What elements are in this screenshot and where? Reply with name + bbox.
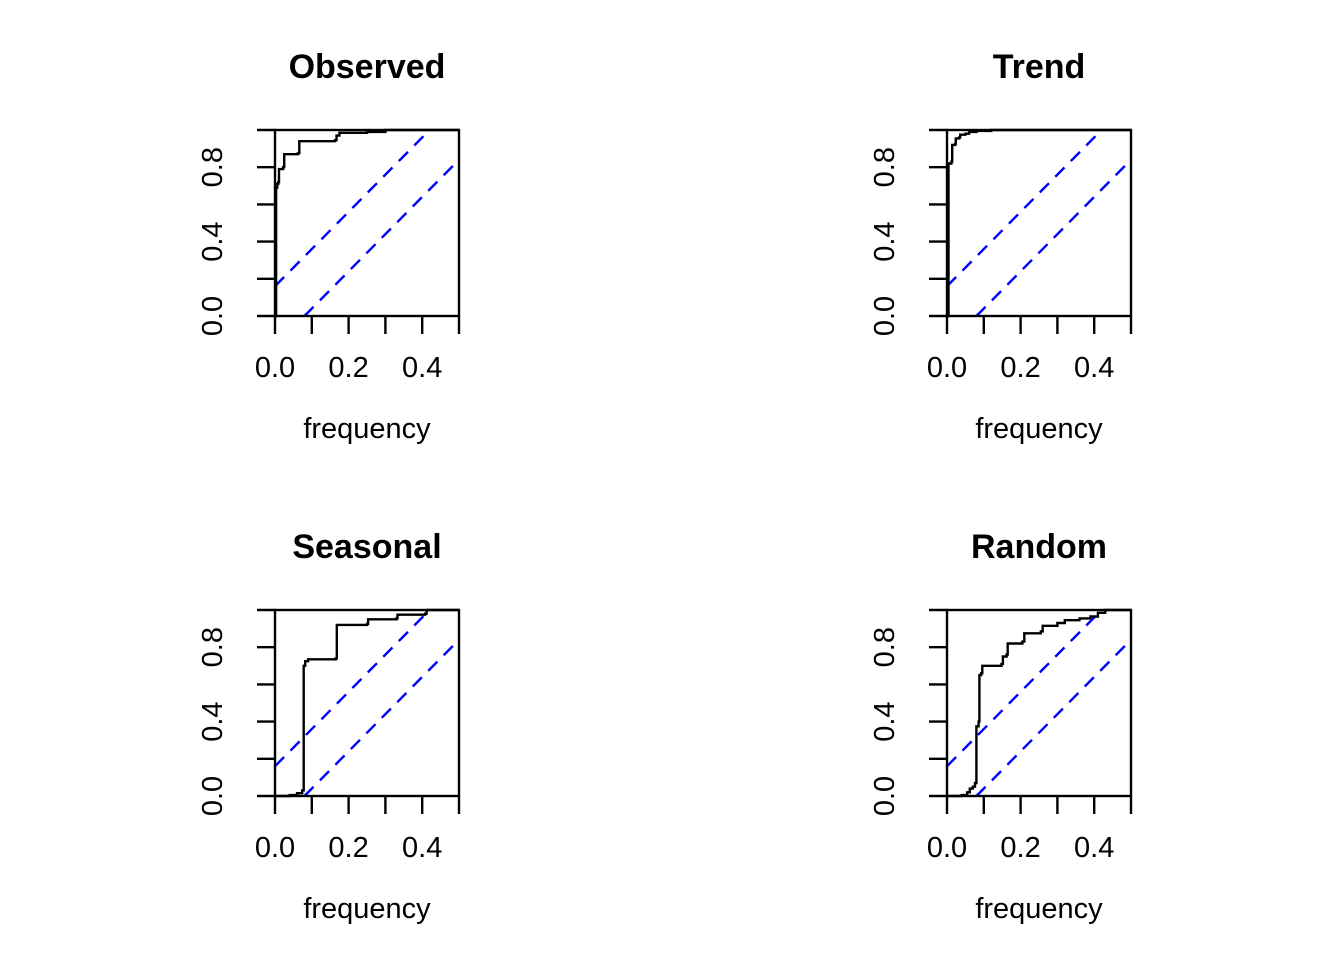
cpgram-seasonal-chart: 0.0 0.2 0.4 0.0 0.4 0.8 frequency Seasonal: [197, 528, 461, 925]
plot-box: [945, 608, 1133, 798]
y-tick-label: 0.4: [869, 221, 901, 261]
cumulative-periodogram-curve: [947, 608, 1131, 798]
x-tick-label: 0.4: [402, 352, 442, 384]
x-tick-label: 0.2: [328, 832, 368, 864]
x-tick-label: 0.0: [255, 352, 295, 384]
confidence-band-upper: [274, 609, 431, 768]
x-tick-label: 0.2: [1000, 352, 1040, 384]
y-tick-label: 0.8: [869, 627, 901, 667]
x-tick-label: 0.4: [1074, 352, 1114, 384]
y-tick-label: 0.0: [869, 296, 901, 336]
y-tick-label: 0.4: [197, 221, 229, 261]
cumulative-periodogram-curve: [275, 608, 459, 798]
y-tick-label: 0.8: [197, 627, 229, 667]
plot-box: [273, 608, 461, 798]
panel-trend: 0.0 0.2 0.4 0.0 0.4 0.8 frequency Trend: [672, 0, 1344, 480]
cumulative-periodogram-curve: [947, 128, 1131, 318]
x-tick-label: 0.0: [927, 832, 967, 864]
plot-title: Observed: [289, 48, 446, 86]
confidence-band-upper: [274, 129, 431, 288]
x-tick-label: 0.4: [402, 832, 442, 864]
plot-title: Seasonal: [292, 528, 441, 566]
panel-observed: 0.0 0.2 0.4 0.0 0.4 0.8 frequency Observed: [0, 0, 672, 480]
y-tick-label: 0.0: [197, 296, 229, 336]
x-tick-label: 0.2: [1000, 832, 1040, 864]
cpgram-trend-chart: 0.0 0.2 0.4 0.0 0.4 0.8 frequency Trend: [869, 48, 1133, 445]
confidence-band-lower: [975, 638, 1132, 797]
plot-title: Trend: [993, 48, 1086, 86]
x-tick-label: 0.0: [927, 352, 967, 384]
x-axis-label: frequency: [975, 893, 1103, 925]
plot-title: Random: [971, 528, 1107, 566]
panel-random: 0.0 0.2 0.4 0.0 0.4 0.8 frequency Random: [672, 480, 1344, 960]
x-axis-label: frequency: [303, 413, 431, 445]
y-tick-label: 0.4: [197, 701, 229, 741]
plot-box: [945, 128, 1133, 318]
y-tick-label: 0.4: [869, 701, 901, 741]
y-tick-label: 0.8: [869, 147, 901, 187]
y-tick-label: 0.0: [869, 776, 901, 816]
cpgram-random-chart: 0.0 0.2 0.4 0.0 0.4 0.8 frequency Random: [869, 528, 1133, 925]
panel-seasonal: 0.0 0.2 0.4 0.0 0.4 0.8 frequency Seasonal: [0, 480, 672, 960]
x-axis-label: frequency: [975, 413, 1103, 445]
confidence-band-lower: [975, 158, 1132, 317]
cpgram-observed-chart: 0.0 0.2 0.4 0.0 0.4 0.8 frequency Observed: [197, 48, 461, 445]
confidence-band-lower: [303, 638, 460, 797]
y-tick-label: 0.0: [197, 776, 229, 816]
confidence-band-lower: [303, 158, 460, 317]
confidence-band-upper: [946, 129, 1103, 288]
plot-box: [273, 128, 461, 318]
cumulative-periodogram-curve: [274, 128, 459, 318]
x-tick-label: 0.4: [1074, 832, 1114, 864]
x-tick-label: 0.0: [255, 832, 295, 864]
y-tick-label: 0.8: [197, 147, 229, 187]
x-tick-label: 0.2: [328, 352, 368, 384]
x-axis-label: frequency: [303, 893, 431, 925]
confidence-band-upper: [946, 609, 1103, 768]
